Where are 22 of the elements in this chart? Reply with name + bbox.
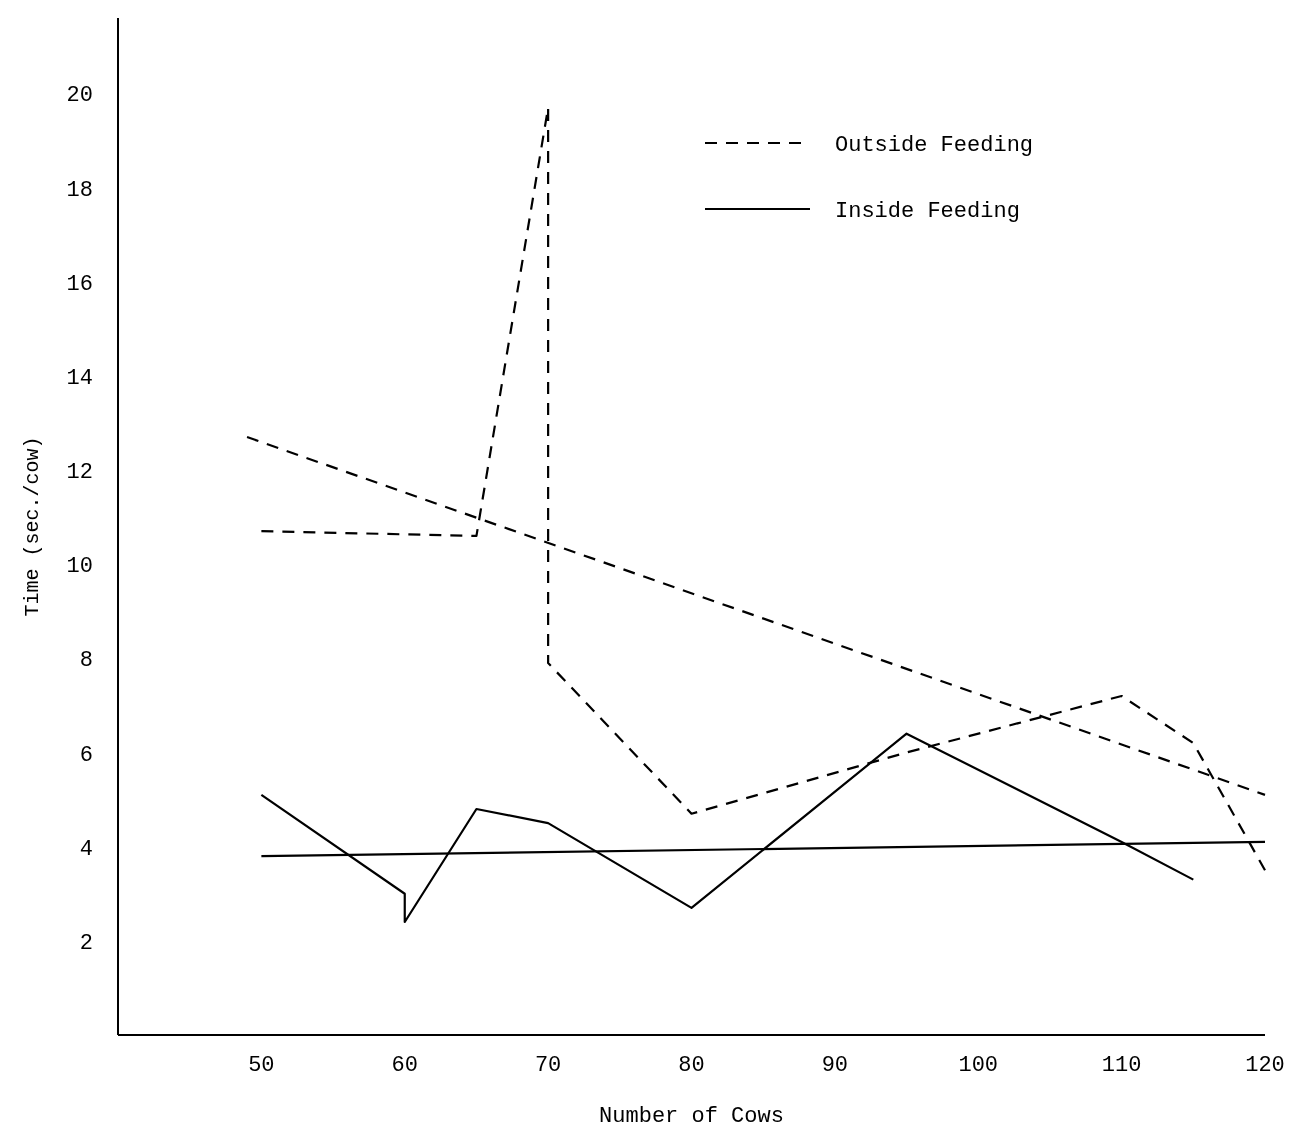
y-tick-label: 10 [66,554,93,580]
y-tick-label: 8 [79,648,93,674]
x-tick-label: 60 [391,1053,418,1078]
y-tick-label: 14 [66,365,93,391]
x-tick-label: 50 [248,1053,275,1078]
y-tick-label: 12 [66,460,93,485]
y-tick-label: 18 [66,177,93,203]
x-tick-label: 90 [821,1053,849,1078]
legend-label: Inside Feeding [835,199,1020,224]
y-axis-title: Time (sec./cow) [21,436,44,617]
y-tick-label: 16 [66,271,93,297]
y-tick-label: 6 [79,742,93,768]
y-tick-label: 20 [66,83,93,109]
y-tick-label: 2 [79,930,93,956]
x-tick-label: 100 [958,1053,999,1078]
x-tick-label: 70 [534,1053,562,1078]
y-tick-label: 4 [79,836,93,862]
x-tick-label: 80 [678,1053,705,1078]
x-axis-title: Number of Cows [599,1104,784,1129]
x-tick-label: 110 [1101,1053,1142,1078]
legend-label: Outside Feeding [835,133,1034,158]
x-tick-label: 120 [1245,1053,1285,1078]
